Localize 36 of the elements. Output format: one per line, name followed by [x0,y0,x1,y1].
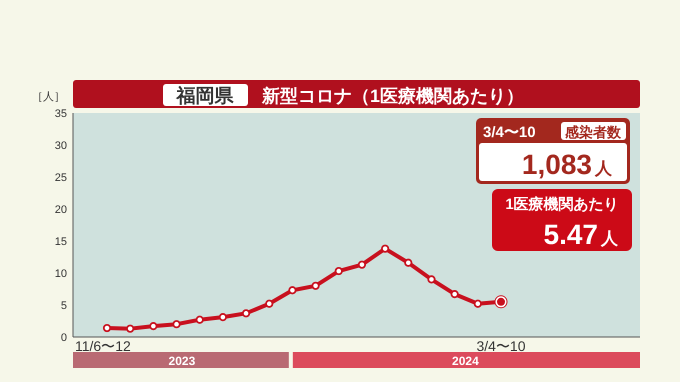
y-tick-label: 30 [54,140,67,152]
point [311,282,320,290]
y-tick-label: 35 [54,108,67,120]
point [450,290,459,298]
point [404,258,412,267]
point [102,324,112,332]
y-tick-label: 25 [54,172,67,184]
point [196,316,204,324]
point [218,313,227,322]
chart-subtitle: 新型コロナ（1医療機関あたり） [261,86,524,106]
y-tick-label: 0 [60,332,67,344]
text: 2023 [168,354,196,368]
text: 2024 [452,354,480,368]
point [172,320,181,328]
point [427,275,436,284]
y-tick-label: 10 [54,268,67,280]
point [288,286,297,294]
annotation: 3/4〜10 [483,124,536,141]
text: 感染者数 [564,124,622,140]
x-tick-label: 11/6〜12 [75,338,131,354]
point [126,324,134,333]
annotation: 1医療機関あたり [505,195,619,213]
y-axis-title: ［人］ [32,91,65,103]
point [265,300,274,308]
chart-title: 福岡県 [176,85,234,107]
y-tick-label: 5 [60,300,67,312]
text: 1,083人 [522,149,613,180]
point [242,309,250,318]
point [334,266,343,276]
point [474,300,482,308]
point [149,322,158,330]
y-tick-label: 15 [54,236,67,248]
point [358,260,366,269]
y-tick-label: 20 [54,204,67,216]
point [381,244,390,253]
text: 5.47人 [544,219,619,250]
